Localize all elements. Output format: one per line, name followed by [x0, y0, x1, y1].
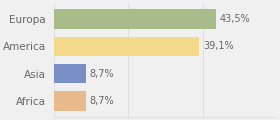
Text: 39,1%: 39,1%: [203, 41, 234, 51]
Text: 8,7%: 8,7%: [90, 96, 114, 106]
Text: 8,7%: 8,7%: [90, 69, 114, 79]
Bar: [53, 9, 216, 29]
Bar: [53, 64, 86, 83]
Bar: [53, 37, 199, 56]
Text: 43,5%: 43,5%: [220, 14, 250, 24]
Bar: [53, 91, 86, 111]
